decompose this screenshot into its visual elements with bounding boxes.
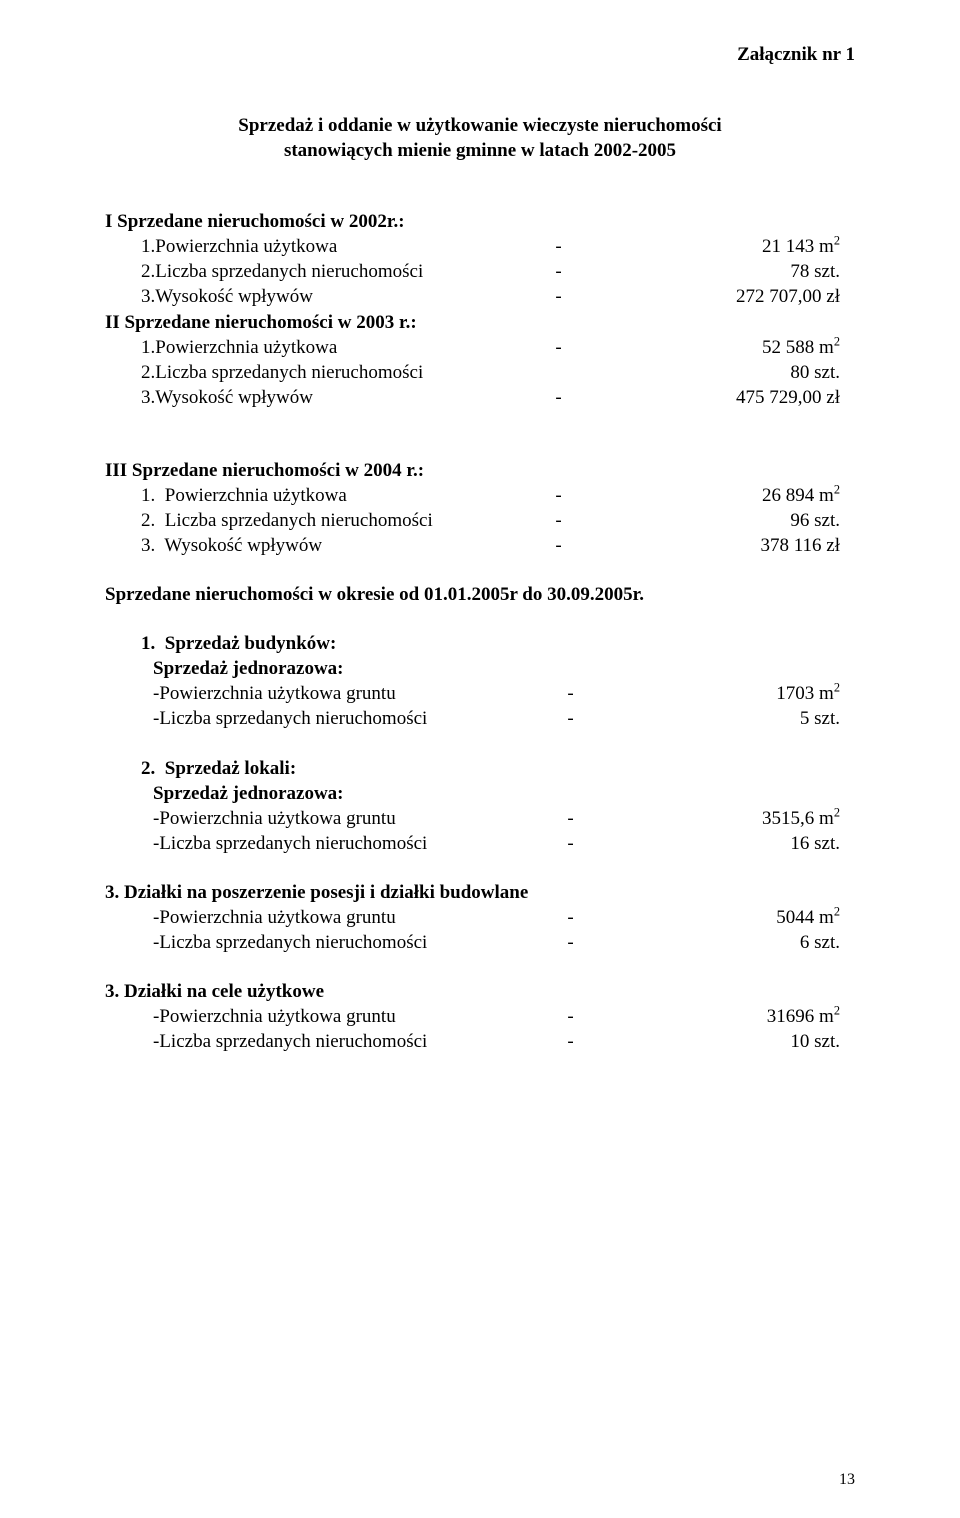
label: 1.Powierzchnia użytkowa [141,335,531,360]
separator: - [543,706,598,731]
separator: - [543,930,598,955]
label: -Powierzchnia użytkowa gruntu [153,806,543,831]
value: 78 szt. [586,259,855,284]
sale-premises-subheading: Sprzedaż jednorazowa: [105,781,855,806]
plots-extension-row-2: -Liczba sprzedanych nieruchomości - 6 sz… [105,930,855,955]
separator: - [531,533,586,558]
value: 3515,6 m2 [598,806,855,831]
label: Sprzedaż jednorazowa: [153,781,543,806]
label: 2.Liczba sprzedanych nieruchomości [141,259,531,284]
value: 5 szt. [598,706,855,731]
label: -Liczba sprzedanych nieruchomości [153,831,543,856]
section-2-row-1: 1.Powierzchnia użytkowa - 52 588 m2 [105,335,855,360]
section-1-row-1: 1.Powierzchnia użytkowa - 21 143 m2 [105,234,855,259]
label: -Powierzchnia użytkowa gruntu [153,681,543,706]
sale-buildings: 1. Sprzedaż budynków: Sprzedaż jednorazo… [105,631,855,731]
separator: - [531,508,586,533]
plots-utility: 3. Działki na cele użytkowe -Powierzchni… [105,979,855,1054]
plots-utility-row-1: -Powierzchnia użytkowa gruntu - 31696 m2 [105,1004,855,1029]
value: 96 szt. [586,508,855,533]
label: 2.Liczba sprzedanych nieruchomości [141,360,531,385]
value: 5044 m2 [598,905,855,930]
page-number: 13 [839,1469,855,1490]
section-1: I Sprzedane nieruchomości w 2002r.: 1.Po… [105,209,855,309]
value: 378 116 zł [586,533,855,558]
section-2: II Sprzedane nieruchomości w 2003 r.: 1.… [105,310,855,410]
value: 1703 m2 [598,681,855,706]
plots-extension: 3. Działki na poszerzenie posesji i dzia… [105,880,855,955]
section-1-row-2: 2.Liczba sprzedanych nieruchomości - 78 … [105,259,855,284]
label: -Liczba sprzedanych nieruchomości [153,706,543,731]
sale-premises-row-2: -Liczba sprzedanych nieruchomości - 16 s… [105,831,855,856]
label: -Powierzchnia użytkowa gruntu [153,1004,543,1029]
value: 16 szt. [598,831,855,856]
separator: - [543,1029,598,1054]
label: 3. Wysokość wpływów [141,533,531,558]
period-block: Sprzedane nieruchomości w okresie od 01.… [105,582,855,607]
plots-utility-row-2: -Liczba sprzedanych nieruchomości - 10 s… [105,1029,855,1054]
section-3-row-1: 1. Powierzchnia użytkowa - 26 894 m2 [105,483,855,508]
separator: - [543,681,598,706]
section-2-row-2: 2.Liczba sprzedanych nieruchomości 80 sz… [105,360,855,385]
separator: - [531,259,586,284]
value: 26 894 m2 [586,483,855,508]
section-2-row-3: 3.Wysokość wpływów - 475 729,00 zł [105,385,855,410]
value: 272 707,00 zł [586,284,855,309]
section-3-row-2: 2. Liczba sprzedanych nieruchomości - 96… [105,508,855,533]
label: 1. Sprzedaż budynków: [141,631,531,656]
separator: - [543,1004,598,1029]
value: 10 szt. [598,1029,855,1054]
section-1-row-3: 3.Wysokość wpływów - 272 707,00 zł [105,284,855,309]
value: 52 588 m2 [586,335,855,360]
sale-buildings-row-2: -Liczba sprzedanych nieruchomości - 5 sz… [105,706,855,731]
title-line-2: stanowiących mienie gminne w latach 2002… [284,140,676,161]
sale-premises: 2. Sprzedaż lokali: Sprzedaż jednorazowa… [105,756,855,856]
separator: - [531,385,586,410]
sale-premises-row-1: -Powierzchnia użytkowa gruntu - 3515,6 m… [105,806,855,831]
separator: - [531,284,586,309]
period-heading: Sprzedane nieruchomości w okresie od 01.… [105,582,855,607]
value: 80 szt. [586,360,855,385]
label: 2. Sprzedaż lokali: [141,756,531,781]
section-2-heading: II Sprzedane nieruchomości w 2003 r.: [105,310,855,335]
separator: - [543,831,598,856]
document-title: Sprzedaż i oddanie w użytkowanie wieczys… [105,113,855,163]
attachment-label: Załącznik nr 1 [105,42,855,67]
label: 1. Powierzchnia użytkowa [141,483,531,508]
value: 475 729,00 zł [586,385,855,410]
sale-buildings-row-1: -Powierzchnia użytkowa gruntu - 1703 m2 [105,681,855,706]
separator: - [543,905,598,930]
section-3-heading: III Sprzedane nieruchomości w 2004 r.: [105,458,855,483]
section-3: III Sprzedane nieruchomości w 2004 r.: 1… [105,458,855,558]
label: Sprzedaż jednorazowa: [153,656,543,681]
label: -Powierzchnia użytkowa gruntu [153,905,543,930]
label: -Liczba sprzedanych nieruchomości [153,930,543,955]
label: 3.Wysokość wpływów [141,385,531,410]
sale-buildings-subheading: Sprzedaż jednorazowa: [105,656,855,681]
value: 21 143 m2 [586,234,855,259]
label: -Liczba sprzedanych nieruchomości [153,1029,543,1054]
section-1-heading: I Sprzedane nieruchomości w 2002r.: [105,209,855,234]
title-line-1: Sprzedaż i oddanie w użytkowanie wieczys… [238,115,721,136]
label: 1.Powierzchnia użytkowa [141,234,531,259]
separator: - [543,806,598,831]
section-3-row-3: 3. Wysokość wpływów - 378 116 zł [105,533,855,558]
sale-buildings-heading: 1. Sprzedaż budynków: [105,631,855,656]
plots-extension-row-1: -Powierzchnia użytkowa gruntu - 5044 m2 [105,905,855,930]
label: 2. Liczba sprzedanych nieruchomości [141,508,531,533]
sale-premises-heading: 2. Sprzedaż lokali: [105,756,855,781]
separator: - [531,483,586,508]
plots-utility-heading: 3. Działki na cele użytkowe [105,979,855,1004]
separator: - [531,335,586,360]
separator: - [531,234,586,259]
value: 6 szt. [598,930,855,955]
value: 31696 m2 [598,1004,855,1029]
label: 3.Wysokość wpływów [141,284,531,309]
plots-extension-heading: 3. Działki na poszerzenie posesji i dzia… [105,880,855,905]
